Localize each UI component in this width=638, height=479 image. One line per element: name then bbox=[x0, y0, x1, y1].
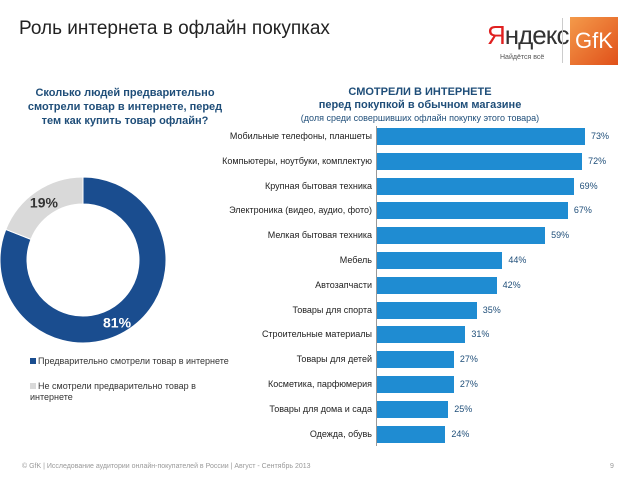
bar-value-label: 25% bbox=[454, 403, 473, 414]
bar bbox=[377, 301, 477, 319]
bar bbox=[377, 227, 546, 245]
logo-divider bbox=[562, 18, 563, 63]
bar bbox=[377, 326, 466, 344]
legend-label: Предварительно смотрели товар в интернет… bbox=[38, 356, 229, 366]
bar-chart-title: СМОТРЕЛИ В ИНТЕРНЕТЕ bbox=[348, 86, 492, 98]
bar-category-label: Мебель bbox=[339, 255, 372, 265]
page-number: 9 bbox=[610, 463, 614, 470]
bar bbox=[377, 152, 583, 170]
yandex-tagline: Найдётся всё bbox=[500, 54, 545, 61]
donut-slice bbox=[0, 176, 167, 344]
page-title: Роль интернета в офлайн покупках bbox=[19, 18, 330, 39]
bar-category-label: Автозапчасти bbox=[315, 279, 372, 290]
bar-value-label: 44% bbox=[508, 255, 527, 265]
bar-category-label: Товары для детей bbox=[296, 354, 372, 365]
gfk-logo: GfK bbox=[570, 17, 618, 65]
donut-chart: 81% 19% bbox=[0, 176, 167, 344]
donut-label: 19% bbox=[30, 195, 59, 211]
donut-question: Сколько людей предварительно смотрели то… bbox=[27, 87, 223, 127]
legend-swatch bbox=[30, 383, 36, 389]
bar-category-label: Крупная бытовая техника bbox=[264, 180, 372, 191]
legend-item-not-viewed: Не смотрели предварительно товар в интер… bbox=[30, 381, 230, 403]
bar bbox=[377, 400, 449, 418]
bar bbox=[377, 177, 574, 195]
bar bbox=[377, 351, 454, 369]
bar-value-label: 69% bbox=[579, 180, 598, 191]
legend-item-viewed: Предварительно смотрели товар в интернет… bbox=[30, 356, 230, 367]
bar-value-label: 59% bbox=[551, 230, 570, 241]
bar-category-label: Товары для дома и сада bbox=[269, 403, 372, 414]
bar-value-label: 35% bbox=[482, 304, 501, 315]
bar-chart-note: (доля среди совершивших офлайн покупку э… bbox=[300, 113, 540, 123]
bar-value-label: 27% bbox=[459, 354, 478, 365]
legend-swatch bbox=[30, 358, 36, 364]
bar bbox=[377, 276, 497, 294]
bar-value-label: 24% bbox=[451, 428, 470, 439]
bar-category-label: Электроника (видео, аудио, фото) bbox=[229, 205, 372, 216]
bar-category-label: Косметика, парфюмерия bbox=[268, 379, 372, 389]
legend-label: Не смотрели предварительно товар в интер… bbox=[30, 381, 196, 402]
bar bbox=[377, 376, 454, 393]
bar-category-label: Мелкая бытовая техника bbox=[267, 230, 372, 241]
bar-value-label: 67% bbox=[573, 205, 592, 216]
bar-value-label: 42% bbox=[502, 279, 521, 290]
bar-chart-header: СМОТРЕЛИ В ИНТЕРНЕТЕ перед покупкой в об… bbox=[260, 86, 580, 125]
bar-category-label: Мобильные телефоны, планшеты bbox=[229, 131, 372, 141]
donut-label: 81% bbox=[103, 315, 132, 331]
bar bbox=[377, 425, 446, 443]
donut-slice bbox=[5, 176, 84, 241]
bar-axis bbox=[376, 126, 377, 446]
bar-value-label: 73% bbox=[591, 131, 610, 141]
footer-text: © GfK | Исследование аудитории онлайн-по… bbox=[22, 463, 311, 470]
bar-value-label: 27% bbox=[459, 379, 478, 389]
bar bbox=[377, 202, 568, 220]
bar-category-label: Компьютеры, ноутбуки, комплектую bbox=[222, 155, 372, 166]
bar bbox=[377, 252, 503, 269]
yandex-logo: Яндекс bbox=[487, 20, 569, 50]
bar-category-label: Товары для спорта bbox=[292, 304, 372, 315]
bar-value-label: 72% bbox=[588, 155, 607, 166]
bar-category-label: Строительные материалы bbox=[261, 329, 372, 340]
bar-chart-subtitle: перед покупкой в обычном магазине bbox=[318, 99, 522, 111]
bar-category-label: Одежда, обувь bbox=[309, 428, 372, 439]
bar bbox=[377, 128, 585, 145]
bar-value-label: 31% bbox=[471, 329, 490, 340]
